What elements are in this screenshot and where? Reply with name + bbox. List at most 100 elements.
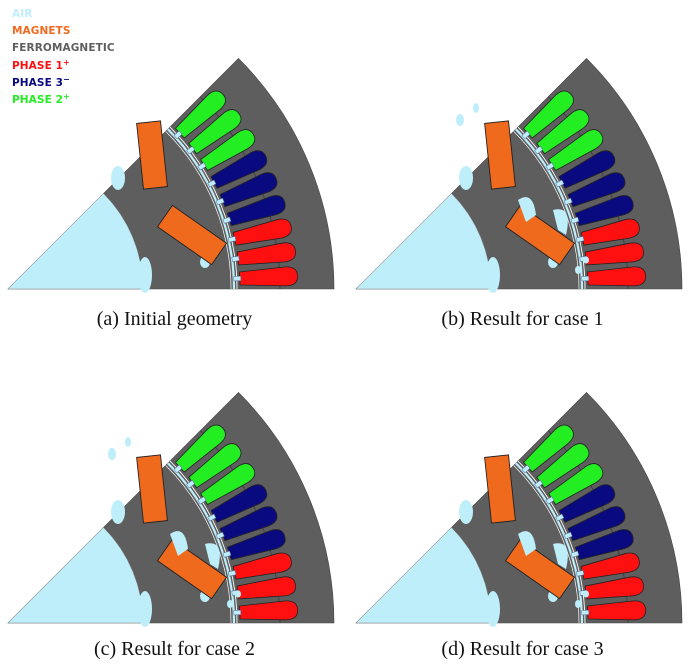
air-pocket: [473, 103, 479, 113]
panel-a: AIR MAGNETS FERROMAGNETIC PHASE 1+ PHASE…: [0, 0, 349, 334]
slot-opening: [545, 162, 555, 171]
magnet-body: [156, 204, 228, 266]
slot-opening: [521, 464, 531, 474]
magnet-body: [136, 454, 168, 524]
winding-8: [536, 109, 590, 155]
air-pocket: [459, 166, 473, 190]
slot-opening: [215, 531, 225, 540]
caption-a: (a) Initial geometry: [96, 308, 253, 330]
winding-7: [548, 129, 604, 172]
air-pocket: [125, 437, 131, 447]
legend-ferromagnetic: FERROMAGNETIC: [12, 42, 115, 55]
winding-6: [558, 484, 616, 523]
winding-6: [210, 150, 268, 189]
slot-winding: [521, 424, 574, 474]
winding-1: [239, 600, 299, 621]
air-pocket: [138, 257, 152, 293]
magnet-body: [136, 120, 168, 190]
slot-winding: [570, 529, 634, 561]
slot-opening: [575, 570, 585, 577]
magnet-2: [156, 538, 228, 600]
magnet-body: [504, 204, 576, 266]
slot-winding: [186, 443, 242, 489]
slot-opening: [215, 197, 225, 206]
slot-winding: [581, 266, 647, 287]
slot-opening: [555, 513, 565, 522]
winding-5: [567, 172, 626, 208]
legend-phase1: PHASE 1+: [12, 57, 70, 72]
slot-opening: [227, 236, 237, 243]
slot-opening: [207, 179, 217, 188]
panel-b: (b) Result for case 1: [348, 0, 697, 334]
winding-4: [226, 195, 286, 227]
geometry-figure-d: [355, 392, 683, 627]
air-region: [205, 543, 220, 569]
slot-opening: [521, 130, 531, 140]
air-pocket: [456, 114, 464, 126]
winding-7: [200, 129, 256, 172]
slot-winding: [233, 600, 299, 621]
winding-3: [580, 552, 640, 580]
legend-magnets: MAGNETS: [12, 25, 71, 38]
caption-b: (b) Result for case 1: [441, 308, 604, 330]
slot-opening: [563, 197, 573, 206]
winding-3: [580, 218, 640, 246]
slot-winding: [207, 150, 268, 189]
legend-phase3: PHASE 3−: [12, 74, 70, 89]
magnet-1: [136, 454, 168, 524]
winding-2: [236, 576, 296, 600]
slot-opening: [233, 609, 242, 616]
geometry-figure-a: [7, 58, 335, 293]
caption-c: (c) Result for case 2: [93, 638, 256, 660]
slot-opening: [555, 179, 565, 188]
air-pocket: [138, 591, 152, 627]
winding-9: [174, 424, 226, 473]
winding-6: [210, 484, 268, 523]
air-region: [518, 197, 536, 222]
slot-opening: [581, 609, 590, 616]
winding-5: [567, 506, 626, 542]
slot-winding: [227, 218, 292, 246]
magnet-2: [504, 538, 576, 600]
winding-4: [226, 529, 286, 561]
slot-winding: [197, 463, 256, 506]
winding-8: [188, 109, 242, 155]
winding-3: [232, 552, 292, 580]
caption-d: (d) Result for case 3: [441, 638, 604, 660]
air-pocket: [108, 448, 116, 460]
slot-winding: [581, 600, 647, 621]
slot-winding: [575, 218, 640, 246]
air-pocket: [583, 590, 589, 598]
magnet-body: [156, 538, 228, 600]
slot-opening: [222, 550, 232, 558]
air-pocket: [111, 166, 125, 190]
winding-7: [200, 463, 256, 506]
geometry-figure-b: [355, 58, 683, 293]
winding-1: [239, 266, 299, 287]
slot-opening: [173, 130, 183, 140]
slot-winding: [555, 150, 616, 189]
slot-winding: [173, 90, 226, 140]
air-pocket: [227, 600, 233, 608]
air-pocket: [575, 266, 581, 274]
slot-winding: [575, 552, 640, 580]
slot-winding: [222, 195, 286, 227]
winding-3: [232, 218, 292, 246]
winding-9: [522, 90, 574, 139]
winding-4: [574, 529, 634, 561]
slot-winding: [545, 463, 604, 506]
slot-winding: [215, 172, 278, 208]
panel-d: (d) Result for case 3: [348, 334, 697, 668]
slot-winding: [215, 506, 278, 542]
air-pocket: [583, 256, 589, 264]
legend-phase2: PHASE 2+: [12, 92, 70, 107]
slot-opening: [233, 275, 242, 282]
slot-opening: [581, 275, 590, 282]
winding-2: [584, 242, 644, 266]
magnet-body: [484, 454, 516, 524]
slot-winding: [222, 529, 286, 561]
air-pocket: [459, 500, 473, 524]
air-pocket: [486, 591, 500, 627]
winding-5: [219, 506, 278, 542]
winding-9: [522, 424, 574, 473]
